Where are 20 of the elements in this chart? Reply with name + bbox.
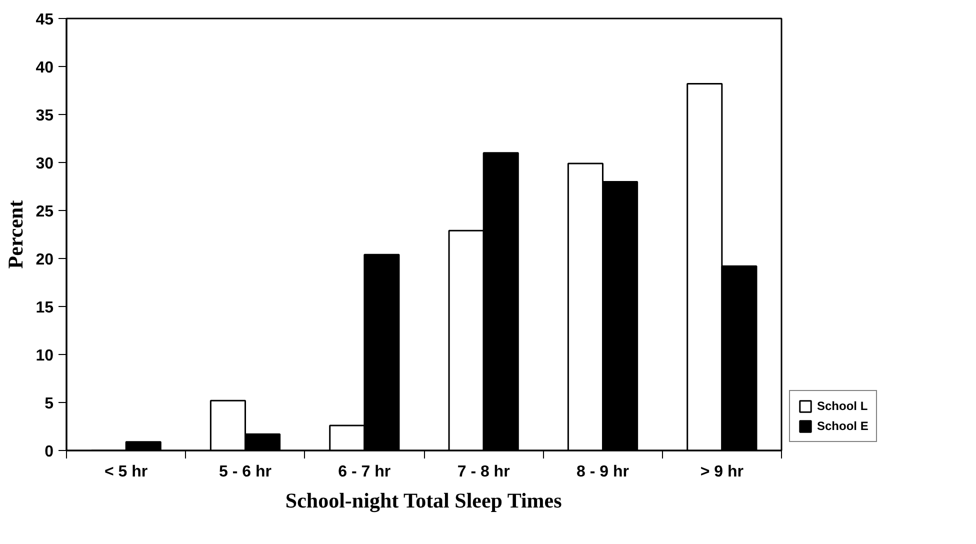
y-axis-title: Percent [4,200,28,269]
y-tick-label: 35 [36,108,54,124]
y-tick-label: 10 [36,348,54,364]
y-tick-label: 20 [36,252,54,268]
legend-label: School L [817,399,868,413]
y-tick-label: 0 [44,444,54,460]
x-tick-label: 8 - 9 hr [576,464,629,480]
y-tick-label: 15 [36,300,54,316]
y-tick-label: 30 [36,156,54,172]
x-tick-label: 5 - 6 hr [219,464,272,480]
x-axis-title: School-night Total Sleep Times [285,488,562,512]
y-tick-label: 45 [36,12,54,28]
y-tick-label: 40 [36,60,54,76]
y-tick-label: 5 [44,396,54,412]
x-tick-label: 7 - 8 hr [457,464,510,480]
legend-label: School E [817,419,868,433]
x-tick-label: > 9 hr [700,464,744,480]
x-tick-label: 6 - 7 hr [338,464,391,480]
x-tick-label: < 5 hr [104,464,148,480]
y-tick-label: 25 [36,204,54,220]
